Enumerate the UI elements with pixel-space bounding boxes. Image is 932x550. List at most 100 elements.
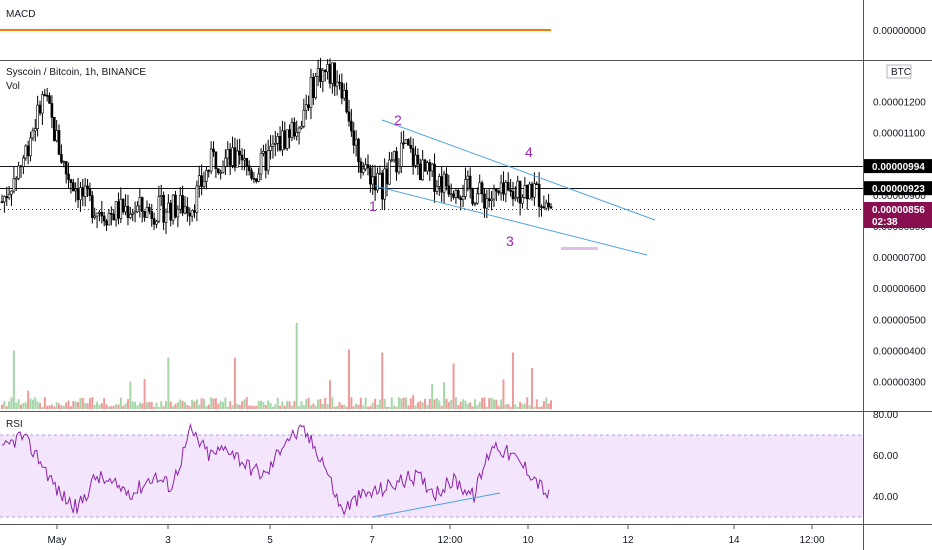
candle-body [404, 139, 408, 144]
volume-bar [248, 405, 251, 409]
candle-body [495, 188, 498, 192]
volume-bar [126, 399, 129, 409]
candle-body [392, 151, 396, 161]
volume-bar [314, 405, 317, 409]
volume-bar [105, 404, 108, 409]
volume-bar [283, 405, 286, 409]
volume-bar [388, 406, 391, 409]
volume-bar [210, 397, 213, 409]
volume-bar [438, 400, 441, 409]
candle-body [376, 172, 379, 191]
candle-body [295, 132, 299, 137]
candle-body [354, 138, 358, 146]
candle-body [440, 176, 443, 193]
volume-bar [145, 402, 148, 409]
volume-bar [424, 398, 427, 409]
candle-body [159, 195, 163, 197]
candle-body [174, 194, 177, 218]
volume-bar [464, 400, 467, 409]
time-tick-label: 12:00 [437, 535, 462, 546]
candle-body [459, 197, 462, 200]
candle-body [264, 151, 268, 171]
volume-bar [203, 399, 206, 409]
candle-body [207, 170, 211, 172]
candle-body [525, 184, 529, 200]
volume-bar [347, 349, 350, 409]
candle-body [195, 185, 199, 213]
candle-body [29, 137, 32, 157]
candle-body [216, 168, 220, 173]
volume-bar [419, 401, 422, 409]
candle-body [278, 136, 282, 151]
candle-body [36, 104, 39, 129]
candle-body [221, 166, 225, 173]
volume-bar [217, 403, 220, 409]
candle-body [423, 159, 427, 172]
volume-bar [214, 398, 217, 409]
volume-bar [519, 401, 522, 409]
candle-body [188, 212, 192, 217]
volume-bar [412, 395, 415, 409]
candle-body [186, 206, 189, 214]
candle-body [98, 212, 101, 214]
candle-body [131, 212, 135, 215]
candle-body [205, 170, 208, 182]
candle-body [150, 211, 154, 219]
volume-bar [262, 402, 265, 409]
volume-bar [471, 406, 474, 409]
candle-body [269, 146, 272, 151]
candle-body [112, 213, 116, 221]
candle-body [119, 198, 123, 219]
price-tick-label: 0.00000900 [873, 191, 926, 202]
candle-body [100, 212, 104, 217]
countdown-text: 02:38 [872, 217, 898, 228]
volume-bar [65, 402, 68, 409]
volume-bar [119, 397, 122, 409]
channel-upper-line[interactable] [381, 119, 656, 221]
volume-bar [326, 404, 329, 409]
candle-body [93, 215, 96, 218]
candle-body [10, 190, 13, 195]
currency-badge-text: BTC [891, 67, 911, 78]
candle-body [454, 190, 458, 198]
volume-bar [41, 406, 44, 409]
candle-body [129, 213, 132, 218]
candle-body [506, 182, 510, 191]
volume-bar [538, 406, 541, 409]
candle-body [485, 198, 489, 209]
volume-bar [302, 405, 305, 409]
currency-badge-bg [886, 64, 912, 79]
price-tag-bg [864, 202, 932, 229]
channel-lines[interactable] [374, 119, 656, 256]
candle-body [385, 168, 389, 185]
candle-body [357, 138, 360, 163]
time-tick-label: 10 [522, 535, 534, 546]
volume-bar [110, 405, 113, 409]
volume-bar [103, 398, 106, 409]
candle-body [24, 145, 28, 159]
volume-bar [12, 350, 15, 409]
candle-body [314, 76, 318, 99]
candle-body [390, 159, 394, 162]
volume-bar [236, 403, 239, 409]
volume-bar [516, 406, 519, 409]
volume-bar [229, 401, 232, 409]
volume-bar [195, 399, 198, 409]
candle-body [178, 195, 182, 210]
candle-body [397, 166, 401, 173]
volume-bar [393, 405, 396, 409]
volume-bar [492, 399, 495, 409]
volume-bar [440, 405, 443, 409]
candle-body [48, 95, 51, 104]
rsi-pane: RSI 40.00 60.00 80.00 [0, 410, 898, 518]
candle-body [138, 197, 142, 207]
channel-lower-line[interactable] [374, 185, 648, 256]
candle-body [50, 103, 54, 118]
volume-bar [74, 401, 77, 409]
candle-body [418, 163, 422, 181]
candle-body [5, 196, 9, 199]
candle-body [323, 69, 327, 73]
rsi-trendline[interactable] [372, 492, 501, 518]
volume-bar [359, 397, 362, 409]
